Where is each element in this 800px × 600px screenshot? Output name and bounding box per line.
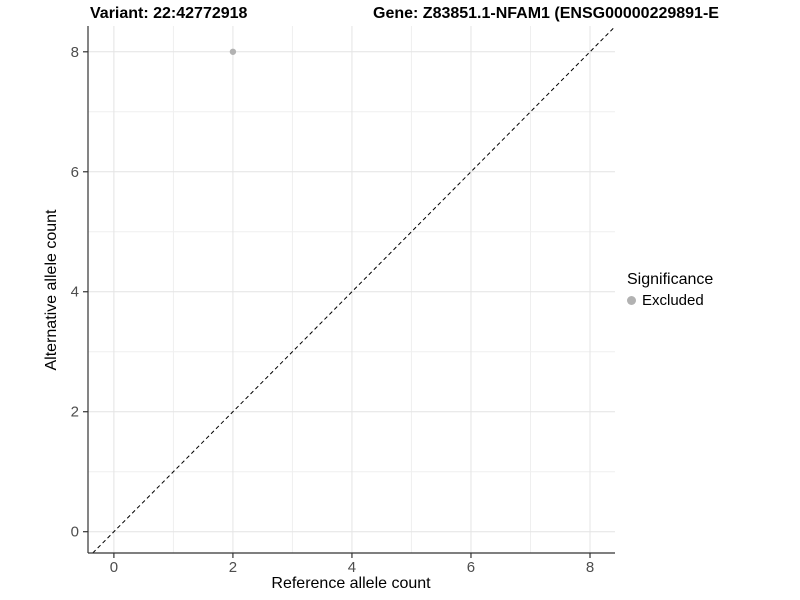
legend-title: Significance (627, 271, 714, 288)
x-tick-label: 2 (229, 559, 237, 576)
y-tick-label: 6 (71, 164, 79, 181)
x-tick-label: 6 (467, 559, 475, 576)
variant-title: Variant: 22:42772918 (90, 5, 248, 22)
data-point (229, 48, 237, 55)
gene-title: Gene: Z83851.1-NFAM1 (ENSG00000229891-E (373, 5, 719, 22)
x-tick-label: 0 (110, 559, 118, 576)
y-axis-title: Alternative allele count (43, 209, 60, 371)
x-axis-title: Reference allele count (271, 575, 431, 592)
x-tick-label: 8 (586, 559, 594, 576)
identity-line (92, 26, 616, 554)
y-tick-label: 8 (71, 44, 79, 61)
excluded-point-icon (627, 296, 636, 305)
y-tick-label: 0 (71, 524, 79, 541)
legend-item-excluded: Excluded (627, 291, 713, 310)
y-tick-label: 2 (71, 404, 79, 421)
y-tick-label: 4 (71, 284, 79, 301)
legend: Significance Excluded (627, 270, 713, 310)
legend-item-label: Excluded (642, 292, 704, 309)
x-tick-label: 4 (348, 559, 356, 576)
